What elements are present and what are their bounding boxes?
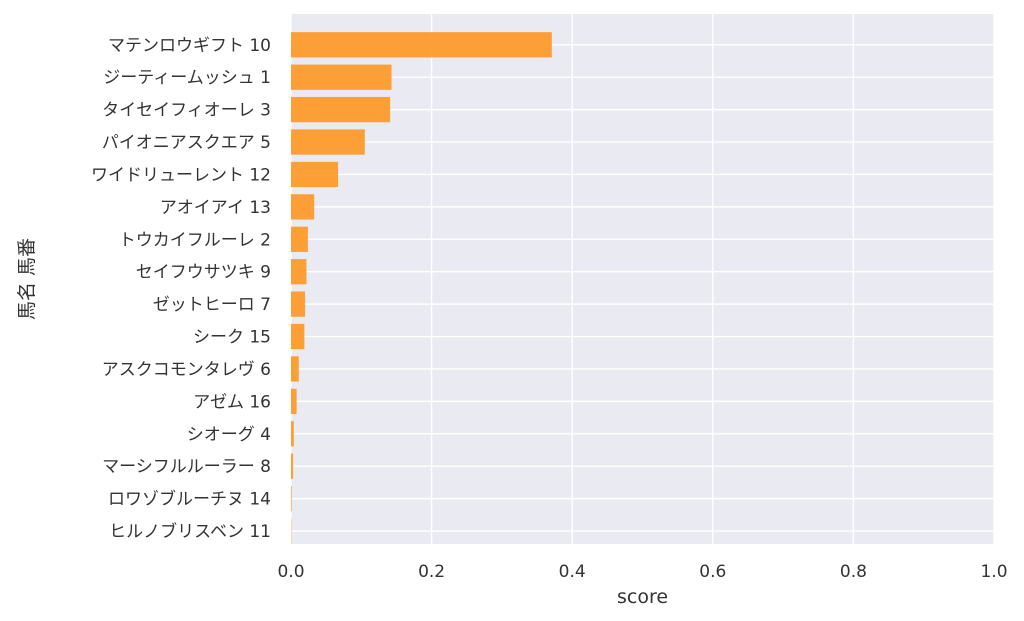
x-axis-title: score (617, 586, 668, 608)
y-tick-label: ゼットヒーロ 7 (153, 295, 271, 315)
x-tick-label: 1.0 (980, 562, 1007, 582)
y-tick-labels: マテンロウギフト 10 ジーティームッシュ 1 タイセイフィオーレ 3 パイオニアスク… (91, 36, 271, 542)
y-tick-label: タイセイフィオーレ 3 (102, 101, 271, 121)
y-tick-label: トウカイフルーレ 2 (119, 230, 271, 250)
bar (291, 194, 315, 220)
y-tick-label: マテンロウギフト 10 (108, 36, 271, 56)
y-tick-label: セイフウサツキ 9 (136, 263, 271, 283)
bar (291, 226, 308, 252)
y-tick-label: シーク 15 (193, 328, 271, 348)
y-tick-label: ヒルノブリスベン 11 (109, 521, 271, 542)
bar (291, 259, 307, 285)
bar (291, 96, 391, 123)
y-axis-title: 馬名 馬番 (16, 238, 38, 320)
bar (291, 129, 365, 155)
bar (291, 453, 294, 479)
x-tick-label: 0.8 (840, 562, 867, 582)
x-tick-label: 0.2 (418, 562, 445, 582)
bar (291, 356, 299, 382)
bar (291, 421, 294, 447)
y-tick-label: アゼム 16 (193, 392, 271, 412)
bar (291, 32, 552, 58)
y-tick-label: マーシフルルーラー 8 (102, 457, 271, 477)
bar (291, 64, 392, 90)
bars (291, 32, 552, 544)
x-tick-label: 0.6 (699, 562, 726, 582)
y-tick-label: アオイアイ 13 (160, 198, 271, 218)
x-tick-label: 0.4 (559, 562, 586, 582)
x-tick-label: 0.0 (277, 562, 304, 582)
bar (291, 323, 305, 350)
y-tick-label: ワイドリューレント 12 (91, 165, 271, 185)
y-tick-label: シオーグ 4 (187, 425, 271, 445)
y-tick-label: ジーティームッシュ 1 (103, 68, 271, 88)
plot-background (291, 14, 994, 544)
y-tick-label: ロワゾブルーチヌ 14 (108, 489, 271, 510)
y-tick-label: パイオニアスクエア 5 (102, 133, 271, 153)
bar (291, 161, 339, 188)
y-tick-label: アスクコモンタレヴ 6 (102, 360, 271, 380)
bar (291, 388, 297, 415)
bar (291, 291, 306, 317)
bar (291, 485, 292, 512)
x-tick-labels: 0.0 0.2 0.4 0.6 0.8 1.0 (277, 562, 1007, 582)
grid-lines (290, 14, 995, 544)
